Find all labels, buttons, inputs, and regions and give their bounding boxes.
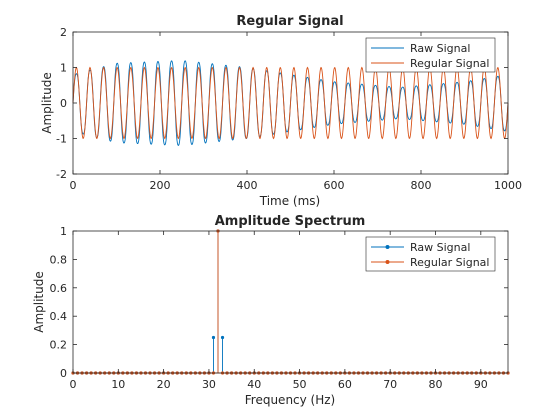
axes-box xyxy=(72,230,509,374)
x-axis-label: Frequency (Hz) xyxy=(245,393,336,407)
x-tick-label: 80 xyxy=(429,378,443,391)
x-axis-label: Time (ms) xyxy=(259,194,321,208)
axis-ticks: 0 200 400 600 800 1000 -2 -1 0 1 2 xyxy=(56,26,522,192)
legend: Raw Signal Regular Signal xyxy=(365,236,496,272)
y-axis-label: Amplitude xyxy=(32,271,46,333)
x-tick-label: 40 xyxy=(247,378,261,391)
legend-label-regular-signal: Regular Signal xyxy=(410,57,489,70)
legend-box xyxy=(365,236,496,272)
y-tick-label: 0.4 xyxy=(50,310,68,323)
x-tick-label: 90 xyxy=(474,378,488,391)
spectrum-axes: 0 10 20 30 40 50 60 70 80 90 0 0.2 0.4 0.6 0.8 1 Amplit… xyxy=(32,214,510,407)
series-line-regular-signal xyxy=(72,66,509,140)
x-tick-label: 50 xyxy=(293,378,307,391)
stem-marker-raw-signal xyxy=(211,335,216,340)
legend-box xyxy=(365,37,496,73)
stem-marker-raw-signal xyxy=(220,335,225,340)
x-tick-label: 600 xyxy=(324,179,345,192)
x-tick-label: 800 xyxy=(411,179,432,192)
x-tick-label: 0 xyxy=(70,378,77,391)
legend-label-raw-signal: Raw Signal xyxy=(410,42,470,55)
y-tick-label: 2 xyxy=(60,26,67,39)
legend-label-raw-signal: Raw Signal xyxy=(410,241,470,254)
y-tick-label: 0.8 xyxy=(50,253,68,266)
y-axis-label: Amplitude xyxy=(40,72,54,134)
y-tick-label: 1 xyxy=(60,225,67,238)
axis-ticks: 0 10 20 30 40 50 60 70 80 90 0 0.2 0.4 0.6 0.8 1 xyxy=(50,225,508,391)
x-tick-label: 60 xyxy=(338,378,352,391)
x-tick-label: 400 xyxy=(237,179,258,192)
x-tick-label: 30 xyxy=(202,378,216,391)
x-tick-label: 70 xyxy=(383,378,397,391)
chart-title: Amplitude Spectrum xyxy=(215,214,366,229)
y-tick-label: -2 xyxy=(56,168,67,181)
y-tick-label: 0 xyxy=(60,367,67,380)
x-tick-label: 20 xyxy=(157,378,171,391)
y-tick-label: 1 xyxy=(60,62,67,75)
legend-marker-raw-signal xyxy=(385,245,390,249)
y-tick-label: 0.6 xyxy=(50,282,68,295)
legend-label-regular-signal: Regular Signal xyxy=(410,256,489,269)
x-tick-label: 200 xyxy=(150,179,171,192)
y-tick-label: 0.2 xyxy=(50,339,68,352)
legend: Raw Signal Regular Signal xyxy=(365,37,496,73)
legend-marker-regular-signal xyxy=(385,260,390,264)
y-tick-label: -1 xyxy=(56,133,67,146)
chart-title: Regular Signal xyxy=(236,14,343,29)
x-tick-label: 10 xyxy=(111,378,125,391)
plot-area xyxy=(72,60,509,147)
x-tick-label: 1000 xyxy=(494,179,522,192)
y-tick-label: 0 xyxy=(60,97,67,110)
x-tick-label: 0 xyxy=(70,179,77,192)
